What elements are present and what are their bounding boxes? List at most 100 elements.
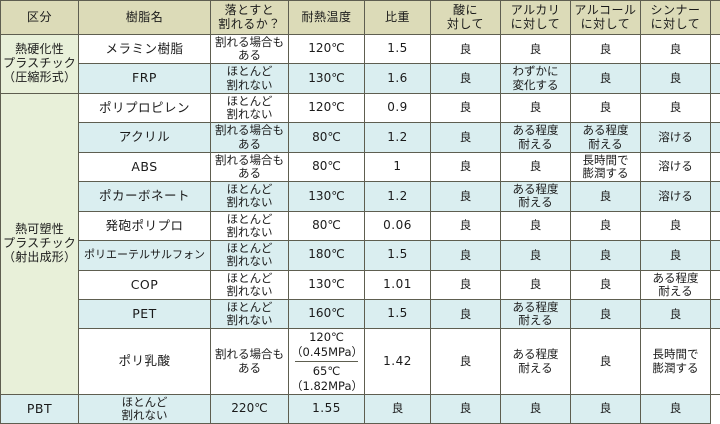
breakability-cell: ほとんど割れない bbox=[211, 182, 289, 211]
category-line1: 熱硬化性 bbox=[3, 43, 76, 57]
alcohol-resistance-cell-line1: 長時間で bbox=[573, 154, 638, 167]
edible-oil-resistance-cell: 良 bbox=[711, 35, 720, 64]
alkali-line1: アルカリ bbox=[503, 4, 568, 18]
edible-oil-resistance-cell: 良 bbox=[711, 270, 720, 299]
acid-resistance-cell-line1: 良 bbox=[433, 72, 498, 85]
thinner-line2: に対して bbox=[643, 18, 708, 32]
specific-gravity-cell: 1.55 bbox=[289, 394, 365, 423]
alkali-resistance-cell-line1: 良 bbox=[503, 101, 568, 114]
alcohol-resistance-cell: 良 bbox=[571, 329, 641, 395]
alkali-resistance-cell: ある程度耐える bbox=[501, 329, 571, 395]
specific-gravity-cell: 1.2 bbox=[365, 123, 431, 152]
acid-resistance-cell-line1: 良 bbox=[433, 43, 498, 56]
specific-gravity-cell: 0.9 bbox=[365, 93, 431, 122]
column-header-acid: 酸に 対して bbox=[431, 1, 501, 35]
breakability-text-line2: ある bbox=[213, 362, 286, 375]
edible-oil-resistance-cell: 良 bbox=[711, 93, 720, 122]
alkali-resistance-cell-line1: 良 bbox=[503, 249, 568, 262]
alcohol-resistance-cell: 良 bbox=[571, 35, 641, 64]
edible-oil-resistance-cell: 良 bbox=[711, 299, 720, 328]
thinner-resistance-cell: 良 bbox=[641, 241, 711, 270]
alkali-resistance-cell: ある程度耐える bbox=[501, 123, 571, 152]
heat-temp-cell: 80℃ bbox=[289, 152, 365, 181]
edible-oil-resistance-cell-line1: 良 bbox=[713, 355, 720, 368]
alcohol-resistance-cell-line1: 良 bbox=[573, 249, 638, 262]
temp-a-load: （0.45MPa） bbox=[291, 345, 362, 359]
acid-resistance-cell: 良 bbox=[431, 270, 501, 299]
breakability-cell: 割れる場合もある bbox=[211, 35, 289, 64]
breakability-cell: 割れる場合もある bbox=[211, 123, 289, 152]
resin-name-cell: メラミン樹脂 bbox=[79, 35, 211, 64]
specific-gravity-cell: 0.06 bbox=[365, 211, 431, 240]
thinner-resistance-cell: 良 bbox=[641, 211, 711, 240]
resin-name-cell: COP bbox=[79, 270, 211, 299]
acid-line2: 対して bbox=[433, 18, 498, 32]
acid-resistance-cell: 良 bbox=[431, 152, 501, 181]
alcohol-resistance-cell-line1: 良 bbox=[573, 219, 638, 232]
acid-resistance-cell: 良 bbox=[431, 35, 501, 64]
alkali-resistance-cell-line2: 耐える bbox=[503, 138, 568, 151]
thinner-resistance-cell: 長時間で膨潤する bbox=[641, 329, 711, 395]
edible-oil-resistance-cell-line1: 良 bbox=[713, 101, 720, 114]
edible-oil-resistance-cell: 良 bbox=[711, 152, 720, 181]
thinner-resistance-cell: 良 bbox=[641, 93, 711, 122]
breakability-text-line1: 割れる場合も bbox=[213, 154, 286, 167]
alkali-resistance-cell: 良 bbox=[501, 93, 571, 122]
breakability-cell: ほとんど割れない bbox=[211, 270, 289, 299]
category-cell: 熱硬化性プラスチック（圧縮形式） bbox=[1, 35, 79, 94]
alcohol-resistance-cell: 良 bbox=[571, 64, 641, 93]
acid-resistance-cell-line1: 良 bbox=[433, 355, 498, 368]
column-header-resin-name: 樹脂名 bbox=[79, 1, 211, 35]
resin-name-cell: PBT bbox=[1, 394, 79, 423]
edible-oil-resistance-cell: 良 bbox=[711, 182, 720, 211]
category-line1: 熱可塑性 bbox=[3, 223, 76, 237]
breakability-text-line2: 割れない bbox=[213, 226, 286, 239]
acid-resistance-cell: 良 bbox=[431, 182, 501, 211]
acid-resistance-cell: 良 bbox=[431, 329, 501, 395]
category-line3: （圧縮形式） bbox=[3, 71, 76, 85]
thinner-resistance-cell-line1: 長時間で bbox=[643, 348, 708, 361]
thinner-resistance-cell-line1: 溶ける bbox=[643, 190, 708, 203]
breakability-text-line2: 割れない bbox=[213, 255, 286, 268]
alcohol-resistance-cell: 良 bbox=[571, 299, 641, 328]
column-header-heat-temp: 耐熱温度 bbox=[289, 1, 365, 35]
edible-oil-resistance-cell-line1: 良 bbox=[713, 190, 720, 203]
alcohol-resistance-cell: 良 bbox=[571, 182, 641, 211]
category-line3: （射出成形） bbox=[3, 251, 76, 265]
edible-oil-resistance-cell-line1: 良 bbox=[713, 43, 720, 56]
breakability-text-line2: 割れない bbox=[213, 196, 286, 209]
thinner-line1: シンナー bbox=[643, 4, 708, 18]
breakability-cell: ほとんど割れない bbox=[211, 241, 289, 270]
edible-oil-resistance-cell-line1: 良 bbox=[713, 219, 720, 232]
alkali-resistance-cell-line2: 変化する bbox=[503, 79, 568, 92]
specific-gravity-cell: 1.01 bbox=[365, 270, 431, 299]
breakability-text-line2: 割れない bbox=[213, 108, 286, 121]
temp-b-value: 65℃ bbox=[291, 364, 362, 378]
alcohol-resistance-cell: 良 bbox=[501, 394, 571, 423]
alcohol-resistance-cell: 良 bbox=[571, 93, 641, 122]
resin-name-cell: PET bbox=[79, 299, 211, 328]
alkali-resistance-cell-line2: 耐える bbox=[503, 196, 568, 209]
alkali-resistance-cell: 良 bbox=[501, 270, 571, 299]
acid-resistance-cell-line1: 良 bbox=[433, 278, 498, 291]
thinner-resistance-cell: 良 bbox=[571, 394, 641, 423]
breakability-cell: 割れる場合もある bbox=[211, 152, 289, 181]
thinner-resistance-cell-line1: 良 bbox=[643, 249, 708, 262]
edible-oil-resistance-cell: 良 bbox=[711, 211, 720, 240]
alcohol-resistance-cell-line1: 良 bbox=[573, 101, 638, 114]
specific-gravity-cell: 1.5 bbox=[365, 241, 431, 270]
heat-temp-cell: 130℃ bbox=[289, 270, 365, 299]
edible-oil-resistance-cell-line1: 良 bbox=[713, 160, 720, 173]
specific-gravity-cell: 1.5 bbox=[365, 299, 431, 328]
alcohol-resistance-cell: 長時間で膨潤する bbox=[571, 152, 641, 181]
breakability-line1: 落とすと bbox=[213, 4, 286, 18]
temp-a-value: 120℃ bbox=[291, 330, 362, 344]
edible-oil-line2: に対して bbox=[713, 18, 720, 32]
header-row: 区分 樹脂名 落とすと 割れるか？ 耐熱温度 比重 酸に 対して アルカリ に対… bbox=[1, 1, 720, 35]
